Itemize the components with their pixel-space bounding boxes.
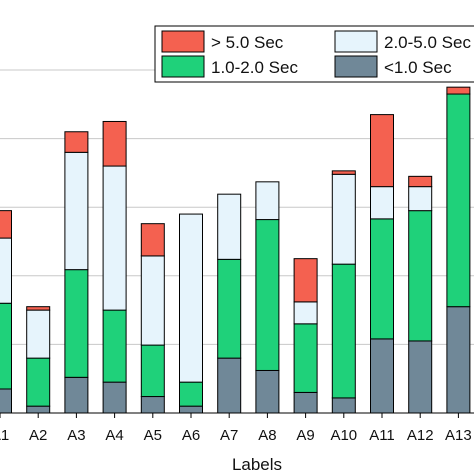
- bar-segment: [26, 306, 51, 311]
- bar-segment: [0, 237, 12, 304]
- bar-segment: [64, 376, 89, 414]
- bar-segment: [293, 301, 318, 325]
- x-tick-label: A1: [0, 427, 9, 444]
- bar-segment: [64, 269, 89, 378]
- legend-label: > 5.0 Sec: [211, 33, 284, 52]
- bar-segment: [0, 388, 12, 414]
- bar-segment: [255, 219, 280, 371]
- bar-segment: [370, 338, 394, 414]
- x-tick-label: A9: [296, 427, 314, 444]
- bar-segment: [102, 165, 127, 311]
- bar-segment: [331, 397, 356, 414]
- bar-segment: [179, 405, 203, 414]
- bar-segment: [331, 173, 356, 265]
- bar-segment: [179, 381, 203, 407]
- bar-segment: [370, 186, 394, 220]
- x-tick-label: A3: [67, 427, 85, 444]
- bar-segment: [293, 258, 318, 303]
- legend: > 5.0 Sec 2.0-5.0 Sec 1.0-2.0 Sec <1.0 Sec: [154, 25, 474, 83]
- bar-segment: [293, 323, 318, 393]
- bar-segment: [255, 369, 280, 414]
- bar-segment: [140, 344, 165, 398]
- bar-segment: [102, 120, 127, 167]
- bar-segment: [179, 213, 203, 383]
- bar-segment: [26, 405, 51, 414]
- bar-segment: [293, 391, 318, 414]
- bar-segment: [64, 131, 89, 153]
- x-tick-label: A2: [29, 427, 47, 444]
- x-tick-label: A13: [445, 427, 472, 444]
- bar-segment: [446, 86, 471, 95]
- bar-segment: [255, 181, 280, 221]
- bar-segment: [331, 170, 356, 175]
- bar-segment: [140, 223, 165, 257]
- legend-box: [154, 25, 474, 83]
- bar-segment: [408, 210, 433, 342]
- bar-segment: [446, 93, 471, 308]
- bar-segment: [26, 357, 51, 407]
- legend-swatch: [334, 30, 378, 53]
- legend-swatch: [161, 30, 205, 53]
- x-tick-label: A12: [407, 427, 434, 444]
- bar-segment: [217, 193, 242, 260]
- x-tick-label: A11: [369, 427, 395, 444]
- x-tick-label: A5: [144, 427, 162, 444]
- bar-segment: [64, 151, 89, 271]
- legend-swatch: [161, 55, 205, 78]
- bar-stacks: [0, 86, 471, 414]
- x-tick-labels: A1 A2 A3 A4 A5 A6 A7 A8 A9 A10 A11 A12 A13: [0, 413, 472, 444]
- legend-label: 1.0-2.0 Sec: [211, 58, 298, 77]
- x-tick-label: A7: [220, 427, 238, 444]
- bar-segment: [217, 357, 242, 414]
- x-tick-label: A10: [330, 427, 357, 444]
- bar-segment: [26, 309, 51, 359]
- bar-segment: [0, 302, 12, 390]
- x-tick-label: A8: [258, 427, 276, 444]
- x-axis-title: Labels: [232, 455, 282, 474]
- bar-segment: [140, 396, 165, 414]
- bar-segment: [102, 381, 127, 414]
- legend-label: 2.0-5.0 Sec: [384, 33, 471, 52]
- x-tick-label: A6: [182, 427, 200, 444]
- bar-segment: [408, 340, 433, 414]
- bar-segment: [370, 218, 394, 340]
- x-tick-label: A4: [105, 427, 123, 444]
- bar-segment: [446, 306, 471, 414]
- bar-segment: [0, 210, 12, 239]
- bar-segment: [408, 175, 433, 188]
- bar-segment: [370, 114, 394, 188]
- bar-segment: [408, 186, 433, 212]
- bar-segment: [217, 258, 242, 359]
- bar-segment: [102, 309, 127, 383]
- bar-segment: [331, 263, 356, 399]
- legend-label: <1.0 Sec: [384, 58, 452, 77]
- legend-swatch: [334, 55, 378, 78]
- bar-segment: [140, 255, 165, 346]
